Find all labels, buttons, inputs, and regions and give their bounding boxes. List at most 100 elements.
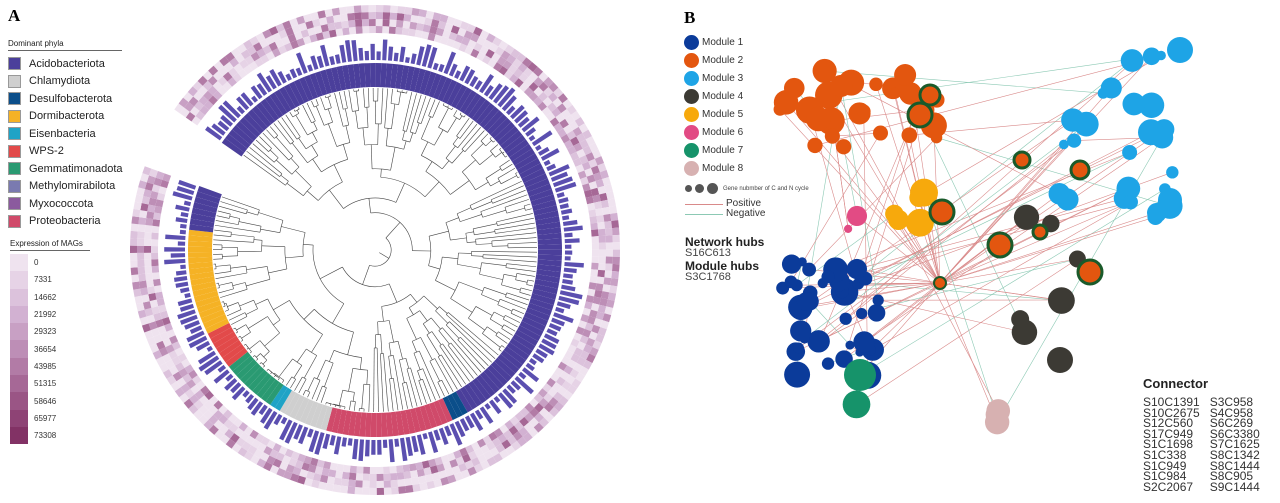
- heatmap-cell: [281, 455, 291, 465]
- phylum-label-cell: [534, 279, 560, 289]
- tree-branch: [215, 264, 231, 267]
- network-edge: [800, 282, 941, 308]
- tree-branch: [406, 382, 413, 408]
- expression-bar: [564, 244, 572, 249]
- tree-branch: [362, 127, 365, 146]
- tree-branch: [298, 137, 307, 149]
- expression-value: 73308: [34, 431, 57, 441]
- heatmap-cell: [590, 303, 600, 312]
- tree-branch: [452, 143, 458, 149]
- tree-branch: [316, 359, 326, 380]
- network-edge: [898, 219, 941, 284]
- heatmap-cell: [348, 26, 357, 35]
- heatmap-cell: [369, 480, 377, 488]
- phylum-name: Dormibacterota: [29, 110, 105, 123]
- phylum-label-cell: [479, 371, 500, 394]
- tree-branch: [431, 331, 442, 345]
- connector-item: S1C338: [1143, 447, 1187, 462]
- tree-branch: [395, 183, 405, 203]
- expression-bar: [165, 234, 186, 241]
- phylum-label-cell: [192, 286, 218, 297]
- heatmap-cell: [519, 416, 529, 427]
- tree-branch: [220, 201, 248, 211]
- heatmap-cell: [474, 447, 484, 458]
- heatmap-cell: [570, 151, 580, 161]
- tree-branch: [259, 340, 270, 352]
- tree-branch: [329, 350, 335, 362]
- module-hub: S3C1768: [685, 271, 731, 283]
- tree-branch: [460, 214, 482, 222]
- expression-swatch: [10, 409, 28, 427]
- phylum-label-cell: [260, 98, 280, 122]
- tree-branch: [306, 102, 316, 122]
- heatmap-cell: [579, 139, 589, 149]
- expression-bar: [164, 247, 186, 252]
- tree-branch: [505, 296, 528, 305]
- heatmap-cell: [208, 405, 219, 415]
- tree-branch: [216, 215, 230, 219]
- heatmap-cell: [213, 419, 224, 430]
- phylum-label-cell: [309, 72, 323, 98]
- tree-branch: [450, 342, 478, 376]
- heatmap-cell: [435, 27, 445, 37]
- network-node: [845, 340, 855, 350]
- heatmap-cell: [130, 260, 138, 268]
- tree-branch: [273, 300, 290, 311]
- heatmap-cell: [436, 463, 446, 473]
- module-dot: [684, 124, 699, 140]
- tree-branch: [498, 331, 511, 340]
- tree-branch: [527, 279, 535, 282]
- tree-branch: [348, 368, 354, 392]
- heatmap-cell: [551, 382, 562, 392]
- heatmap-cell: [158, 186, 167, 195]
- heatmap-cell: [218, 404, 228, 415]
- expression-swatch: [10, 288, 28, 306]
- tree-branch: [315, 99, 319, 106]
- heatmap-cell: [137, 224, 146, 232]
- heatmap-cell: [564, 350, 574, 360]
- phylum-label-cell: [419, 69, 432, 95]
- tree-branch: [342, 144, 349, 160]
- heatmap-cell: [319, 17, 328, 26]
- network-edge: [939, 212, 1157, 284]
- tree-branch: [419, 350, 441, 399]
- tree-branch: [295, 170, 312, 187]
- tree-branch: [303, 309, 315, 320]
- heatmap-cell: [572, 157, 582, 167]
- tree-branch: [388, 356, 392, 379]
- network-node: [1100, 77, 1122, 99]
- expression-bar: [247, 397, 259, 411]
- heatmap-cell: [504, 420, 514, 430]
- tree-branch: [231, 234, 255, 238]
- heatmap-cell: [292, 466, 302, 476]
- heatmap-cell: [522, 432, 533, 443]
- heatmap-cell: [198, 414, 209, 425]
- heatmap-cell: [233, 417, 243, 428]
- expression-bar: [540, 148, 560, 161]
- phylum-label-cell: [536, 264, 562, 273]
- tree-branch: [273, 123, 291, 145]
- heatmap-cell: [460, 469, 471, 479]
- network-edge: [824, 70, 941, 284]
- phylum-label-cell: [240, 362, 261, 384]
- phylum-label-cell: [274, 89, 292, 113]
- heatmap-cell: [606, 191, 615, 200]
- heatmap-cell: [195, 110, 206, 121]
- network-node: [901, 127, 918, 144]
- network-edge: [858, 119, 913, 284]
- tree-branch: [302, 390, 306, 396]
- heatmap-cell: [256, 458, 267, 468]
- heatmap-cell: [144, 330, 154, 340]
- heatmap-cell: [207, 85, 218, 96]
- heatmap-cell: [578, 320, 587, 329]
- heatmap-cell: [424, 473, 434, 483]
- heatmap-cell: [548, 92, 558, 103]
- heatmap-cell: [159, 331, 169, 341]
- heatmap-cell: [217, 76, 228, 86]
- heatmap-cell: [287, 33, 297, 43]
- tree-branch: [221, 301, 224, 303]
- expression-bar: [564, 256, 571, 261]
- heatmap-cell: [390, 479, 399, 488]
- expression-swatch: [10, 392, 28, 410]
- expression-bar: [329, 56, 336, 66]
